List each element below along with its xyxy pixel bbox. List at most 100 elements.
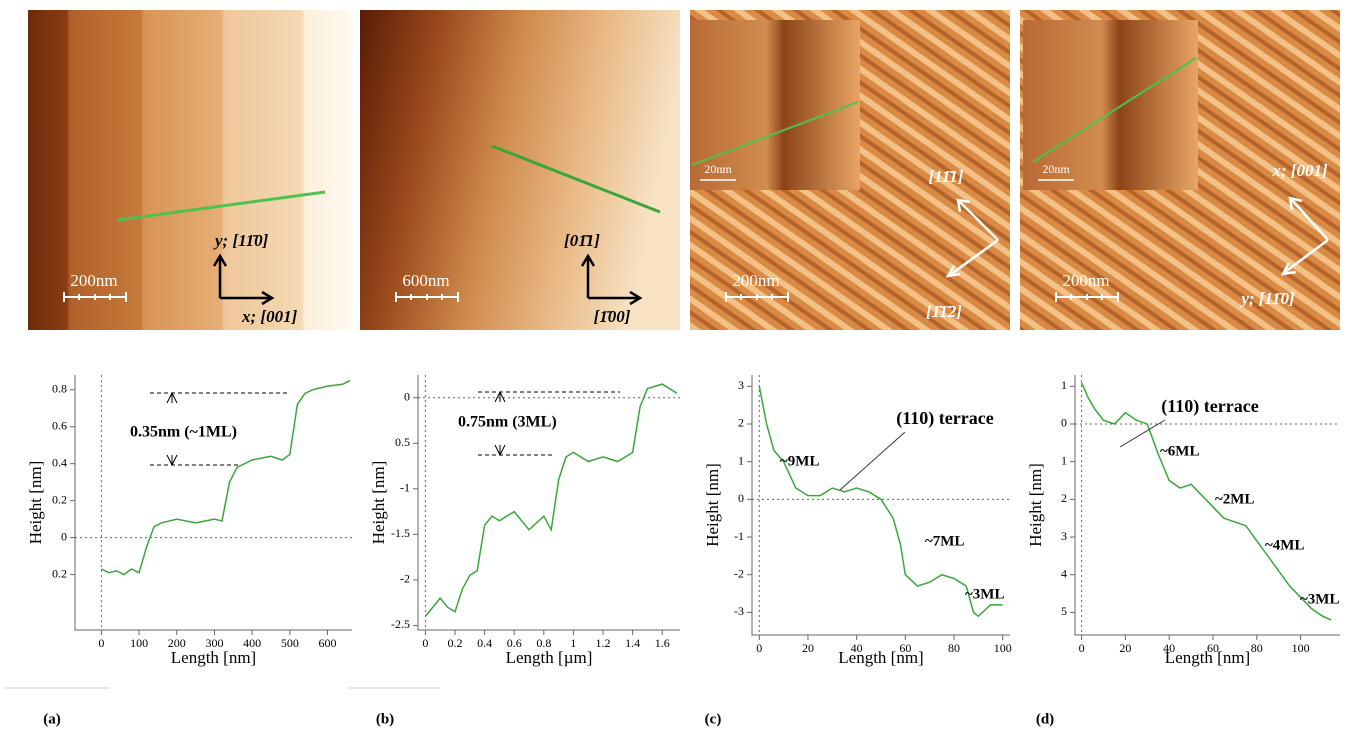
y-tick-label: 0.2	[52, 566, 67, 580]
x-tick-label: 1	[570, 636, 576, 650]
profile-line	[117, 190, 326, 222]
y-tick-label: -2	[400, 572, 410, 586]
dimension-arrows	[166, 392, 178, 466]
panel-label: (c)	[705, 711, 722, 727]
y-tick-label: 0.2	[52, 492, 67, 506]
x-tick-label: 1.6	[655, 636, 670, 650]
x-tick-label: 60	[1207, 641, 1219, 655]
panel-label: (d)	[1036, 711, 1054, 727]
direction-arrows	[945, 196, 1329, 278]
y-axis-label: Height [nm]	[1026, 463, 1045, 547]
x-tick-label: 40	[1163, 641, 1175, 655]
x-tick-label: 600	[319, 636, 337, 650]
y-tick-label: 0	[404, 390, 410, 404]
direction-label: y; [11̄0]	[1239, 289, 1295, 308]
x-tick-label: 80	[948, 641, 960, 655]
profile-line	[424, 383, 678, 617]
stm-images	[28, 10, 1340, 330]
annotation: ~2ML	[1215, 491, 1254, 507]
y-tick-label: 0.8	[52, 382, 67, 396]
profile-line	[1032, 57, 1197, 163]
scale-bar-label: 200nm	[1062, 271, 1109, 290]
annotation: ~4ML	[1265, 537, 1304, 553]
profile-line	[758, 386, 1003, 618]
x-tick-label: 1.2	[596, 636, 611, 650]
y-tick-label: 3	[1061, 529, 1067, 543]
annotation: ~6ML	[1160, 443, 1199, 459]
x-tick-label: 400	[243, 636, 261, 650]
profile-line	[101, 379, 351, 576]
x-axis-label: Length [nm]	[171, 648, 256, 667]
scale-bar	[63, 292, 127, 302]
x-tick-label: 100	[994, 641, 1012, 655]
annotation: ~3ML	[1300, 591, 1339, 607]
y-tick-label: -2	[734, 566, 744, 580]
leader-line	[839, 431, 906, 491]
scale-bar-label: 600nm	[402, 271, 449, 290]
x-tick-label: 20	[802, 641, 814, 655]
direction-label: x; [001]	[241, 307, 298, 326]
dimension-arrows	[494, 391, 506, 456]
y-tick-label: 0	[738, 491, 744, 505]
x-tick-label: 0.8	[536, 636, 551, 650]
leader-line	[1119, 419, 1166, 448]
axis	[417, 375, 680, 631]
annotation: ~3ML	[965, 586, 1004, 602]
x-tick-label: 1.4	[625, 636, 640, 650]
annotation: 0.35nm (~1ML)	[130, 424, 237, 441]
annotation: (110) terrace	[1161, 396, 1258, 417]
x-tick-label: 20	[1119, 641, 1131, 655]
direction-label: [1̄1̄2]	[926, 302, 962, 321]
profile-line	[691, 101, 859, 166]
stm-image	[28, 10, 350, 330]
x-tick-label: 80	[1251, 641, 1263, 655]
x-tick-label: 0.6	[507, 636, 522, 650]
inset-image	[690, 20, 860, 190]
panel-label: (a)	[43, 711, 61, 727]
annotation: 0.75nm (3ML)	[458, 414, 557, 431]
profile-line	[491, 144, 661, 214]
x-tick-label: 500	[281, 636, 299, 650]
x-tick-label: 40	[851, 641, 863, 655]
inset-scale-bar-label: 20nm	[1042, 162, 1070, 176]
y-tick-label: 2	[1061, 491, 1067, 505]
x-tick-label: 300	[205, 636, 223, 650]
y-tick-label: 0.5	[395, 435, 410, 449]
direction-label: [01̄1]	[564, 231, 600, 250]
profile-line	[1080, 382, 1332, 621]
x-axis-label: Length [nm]	[838, 648, 923, 667]
y-tick-label: 1	[1061, 453, 1067, 467]
x-tick-label: 0	[422, 636, 428, 650]
x-tick-label: 0.2	[448, 636, 463, 650]
stm-image	[360, 10, 680, 330]
y-tick-label: 0.6	[52, 418, 67, 432]
y-tick-label: 1	[1061, 378, 1067, 392]
y-axis-label: Height [nm]	[703, 463, 722, 547]
annotation: ~7ML	[925, 533, 964, 549]
y-tick-label: 5	[1061, 604, 1067, 618]
x-tick-label: 200	[168, 636, 186, 650]
y-tick-label: 1	[738, 453, 744, 467]
x-tick-label: 0	[1079, 641, 1085, 655]
y-tick-label: 4	[1061, 566, 1067, 580]
y-tick-label: 0	[61, 529, 67, 543]
x-tick-label: 60	[899, 641, 911, 655]
x-axis-label: Length [nm]	[1165, 648, 1250, 667]
y-tick-label: -1	[400, 481, 410, 495]
y-tick-label: 2	[738, 416, 744, 430]
panel-label: (b)	[376, 711, 394, 727]
y-axis-label: Height [nm]	[369, 461, 388, 545]
direction-label: y; [11̄0]	[213, 231, 269, 250]
y-tick-label: -1.5	[391, 526, 410, 540]
axes-arrows	[212, 253, 643, 306]
scale-bar	[725, 292, 789, 302]
x-tick-label: 0.4	[477, 636, 492, 650]
x-tick-label: 100	[130, 636, 148, 650]
y-tick-label: 0	[1061, 416, 1067, 430]
axis	[74, 375, 352, 631]
x-tick-label: 100	[1292, 641, 1310, 655]
inset-image	[1023, 20, 1198, 190]
y-tick-label: -1	[734, 529, 744, 543]
y-tick-label: -2.5	[391, 617, 410, 631]
